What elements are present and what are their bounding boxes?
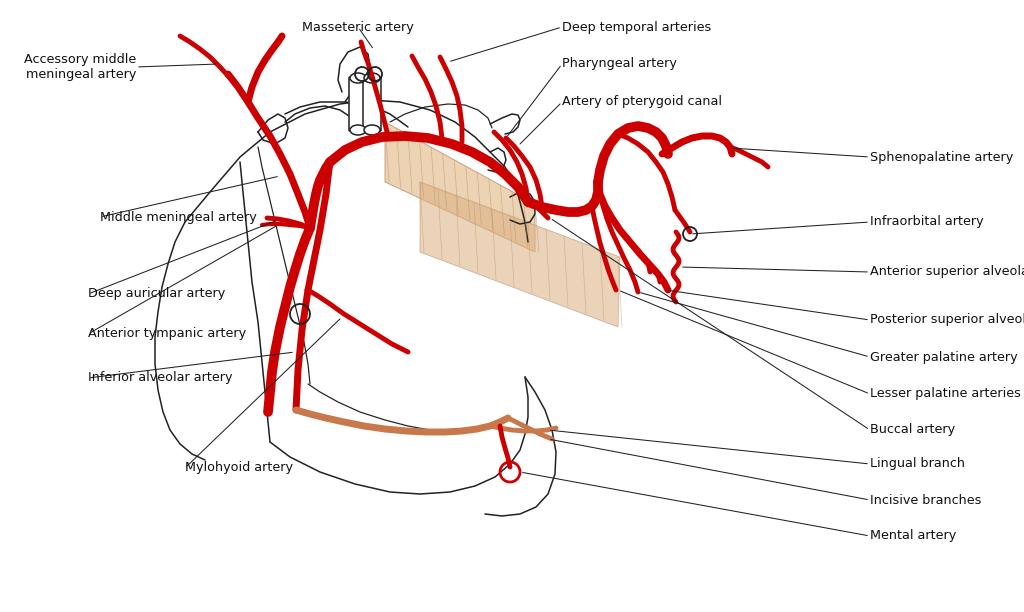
Polygon shape: [420, 182, 620, 327]
Text: Buccal artery: Buccal artery: [870, 424, 955, 436]
Text: Incisive branches: Incisive branches: [870, 493, 981, 507]
Polygon shape: [385, 122, 535, 252]
Text: Middle meningeal artery: Middle meningeal artery: [100, 211, 257, 223]
Text: Mental artery: Mental artery: [870, 529, 956, 542]
Text: Lingual branch: Lingual branch: [870, 458, 965, 471]
Text: Sphenopalatine artery: Sphenopalatine artery: [870, 151, 1014, 163]
Text: Anterior tympanic artery: Anterior tympanic artery: [88, 327, 246, 340]
Text: Deep temporal arteries: Deep temporal arteries: [562, 20, 712, 34]
Text: Lesser palatine arteries: Lesser palatine arteries: [870, 387, 1021, 400]
Text: Masseteric artery: Masseteric artery: [302, 20, 414, 34]
Text: Inferior alveolar artery: Inferior alveolar artery: [88, 371, 232, 384]
Text: Greater palatine artery: Greater palatine artery: [870, 351, 1018, 364]
Ellipse shape: [350, 125, 366, 135]
Text: Posterior superior alveolar artery: Posterior superior alveolar artery: [870, 313, 1024, 326]
Text: Infraorbital artery: Infraorbital artery: [870, 215, 984, 228]
Ellipse shape: [350, 73, 366, 83]
Text: Anterior superior alveolar artery: Anterior superior alveolar artery: [870, 266, 1024, 278]
Text: Mylohyoid artery: Mylohyoid artery: [185, 461, 293, 474]
Ellipse shape: [364, 125, 380, 135]
Text: Artery of pterygoid canal: Artery of pterygoid canal: [562, 95, 722, 108]
Text: Accessory middle
meningeal artery: Accessory middle meningeal artery: [24, 53, 136, 81]
Text: Pharyngeal artery: Pharyngeal artery: [562, 58, 677, 70]
FancyBboxPatch shape: [349, 77, 367, 131]
Ellipse shape: [364, 73, 380, 83]
FancyBboxPatch shape: [362, 77, 381, 131]
Text: Deep auricular artery: Deep auricular artery: [88, 288, 225, 300]
